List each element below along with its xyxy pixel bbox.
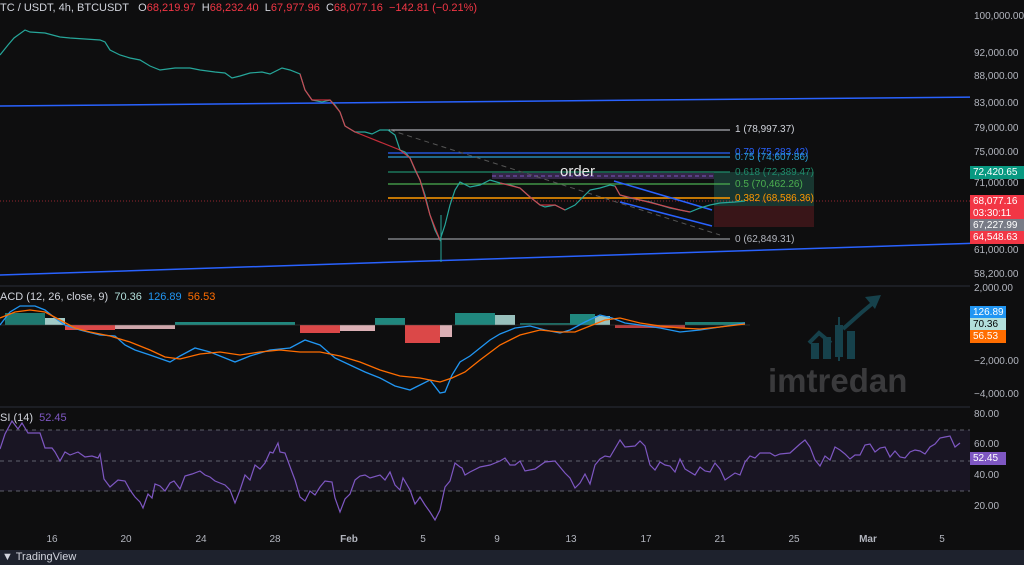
open-value: 68,219.97: [146, 2, 196, 14]
rsi-legend[interactable]: SI (14) 52.45: [0, 412, 67, 424]
lower-trendline: [0, 242, 970, 276]
macd-hist-value: 70.36: [114, 291, 142, 303]
stop-price-tag: 64,548.63: [970, 231, 1024, 244]
entry-price-tag: 67,227.99: [970, 219, 1024, 232]
macd-histogram: [0, 313, 750, 343]
watermark-logo-icon: [807, 295, 881, 361]
price-line: [0, 29, 746, 242]
profit-zone: [714, 172, 814, 206]
fib-label-079: 0.79 (75,283.42): [735, 147, 809, 158]
macd-hist-tag: 56.53: [970, 330, 1006, 343]
fib-label-075: 0.75 (74,607.86): [735, 152, 809, 163]
high-value: 68,232.40: [209, 2, 259, 14]
signal-line: [0, 309, 746, 383]
fib-label-0: 0 (62,849.31): [735, 234, 795, 245]
symbol-label[interactable]: TC / USDT, 4h, BTCUSDT: [0, 2, 129, 14]
macd-axis[interactable]: 2,000.00 126.89 70.36 56.53 −2,000.00 −4…: [970, 283, 1024, 407]
countdown-tag: 03:30:11: [970, 207, 1024, 220]
last-price-tag: 68,077.16: [970, 195, 1024, 208]
rsi-band: [0, 430, 970, 491]
macd-legend[interactable]: ACD (12, 26, close, 9) 70.36 126.89 56.5…: [0, 291, 216, 303]
close-value: 68,077.16: [333, 2, 383, 14]
macd-signal-tag: 126.89: [970, 306, 1006, 319]
watermark-text: imtredan: [768, 362, 908, 399]
time-axis[interactable]: 16 20 24 28 Feb 5 9 13 17 21 25 Mar 5: [46, 534, 945, 545]
tradingview-brand[interactable]: ▼ TradingView: [2, 551, 77, 563]
macd-signal-value: 126.89: [148, 291, 182, 303]
low-value: 67,977.96: [270, 2, 320, 14]
rsi-axis[interactable]: 80.00 60.00 52.45 40.00 20.00: [970, 407, 1024, 530]
target-price-tag: 72,420.65: [970, 166, 1024, 179]
rsi-tag: 52.45: [970, 452, 1006, 465]
fib-label-0618: 0.618 (72,389.47): [735, 167, 814, 178]
macd-line-value: 56.53: [187, 291, 216, 303]
rsi-value: 52.45: [39, 412, 67, 424]
fib-label-05: 0.5 (70,462.26): [735, 179, 803, 190]
fib-label-0382: 0.382 (68,586.36): [735, 193, 814, 204]
order-annotation[interactable]: order: [560, 163, 596, 180]
upper-trendline: [0, 96, 970, 107]
macd-line: [0, 305, 746, 394]
macd-value-tag: 70.36: [970, 318, 1006, 331]
price-axis[interactable]: 100,000.00 92,000.00 88,000.00 83,000.00…: [970, 0, 1024, 286]
rsi-line: [0, 419, 961, 522]
change-value: −142.81 (−0.21%): [388, 2, 478, 14]
price-chart[interactable]: [0, 0, 970, 530]
loss-zone: [714, 206, 814, 227]
fib-label-1: 1 (78,997.37): [735, 124, 795, 135]
footer-bar: ▼ TradingView: [0, 550, 1024, 565]
tradingview-logo-icon: ▼: [2, 551, 13, 563]
order-zone: [492, 173, 714, 179]
ohlc-legend: TC / USDT, 4h, BTCUSDT O68,219.97 H68,23…: [0, 2, 478, 14]
